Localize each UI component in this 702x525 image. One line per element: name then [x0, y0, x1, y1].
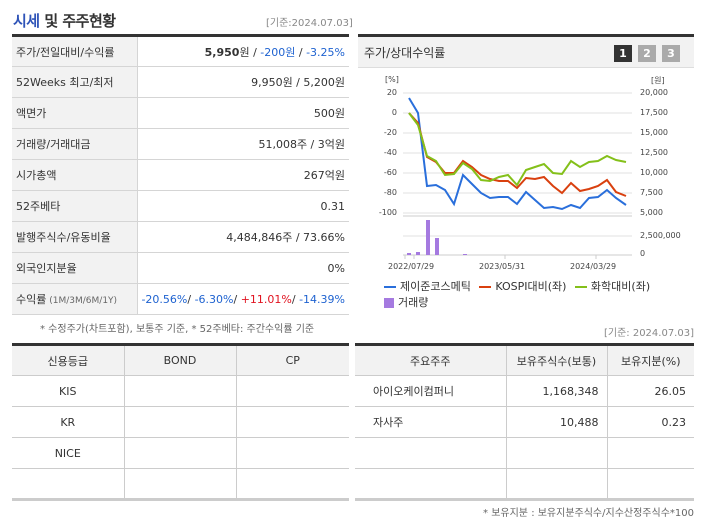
returns-value: -20.56%/ -6.30%/ +11.01%/ -14.39% [137, 283, 349, 315]
credit-rating-table: 신용등급 BOND CP KIS KR NICE [12, 343, 349, 501]
table-row: 주가/전일대비/수익률 5,950원 / -200원 / -3.25% [12, 35, 349, 67]
right-tick: 17,500 [640, 108, 668, 117]
row-label: 액면가 [12, 97, 138, 129]
holders-note: * 보유지분 : 보유지분주식수/지수산정주식수*100 [483, 508, 694, 519]
row-value: 0% [137, 252, 349, 284]
table-row: NICE [12, 437, 349, 469]
row-label: 수익률 (1M/3M/6M/1Y) [12, 283, 138, 315]
table-row [355, 437, 694, 469]
major-holders-table: 주요주주 보유주식수(보통) 보유지분(%) 아이오케이컴퍼니 1,168,348 26… [355, 343, 694, 501]
table-row: 시가총액 267억원 [12, 159, 349, 191]
row-label: 거래량/거래대금 [12, 128, 138, 160]
left-tick: -40 [383, 148, 397, 157]
table-row: 자사주 10,488 0.23 [355, 406, 694, 438]
chart-legend: 제이준코스메틱 KOSPI대비(좌) 화학대비(좌) 거래량 [384, 277, 684, 313]
holders-basis-date: [기준: 2024.07.03] [603, 328, 694, 339]
x-tick: 2024/03/29 [570, 262, 617, 271]
x-tick: 2023/05/31 [479, 262, 526, 271]
table-row [12, 468, 349, 500]
row-value: 51,008주 / 3억원 [137, 128, 349, 160]
price-note: * 수정주가(차트포함), 보통주 기준, * 52주베타: 주간수익률 기준 [40, 324, 315, 335]
row-value: 5,950원 / -200원 / -3.25% [137, 35, 349, 67]
price-info-table: 주가/전일대비/수익률 5,950원 / -200원 / -3.25% 52We… [12, 34, 349, 315]
right-tick: 20,000 [640, 88, 668, 97]
table-row: 액면가 500원 [12, 97, 349, 129]
row-value: 267억원 [137, 159, 349, 191]
table-row: KR [12, 406, 349, 438]
legend-item-company[interactable]: 제이준코스메틱 [384, 279, 471, 295]
column-header: 보유주식수(보통) [506, 344, 608, 376]
left-tick: -100 [378, 208, 397, 217]
series-chemical [408, 112, 627, 187]
volume-bars [407, 220, 467, 255]
legend-item-kospi[interactable]: KOSPI대비(좌) [479, 279, 566, 295]
right-tick: 5,000 [640, 208, 663, 217]
table-row: 거래량/거래대금 51,008주 / 3억원 [12, 128, 349, 160]
basis-date: [기준:2024.07.03] [266, 18, 353, 29]
chart-panel: 주가/상대수익률 1 2 3 [358, 34, 694, 316]
left-axis-unit: [%] [385, 75, 399, 84]
column-header: 보유지분(%) [607, 344, 694, 376]
chart-tab-2[interactable]: 2 [638, 45, 656, 62]
column-header: 주요주주 [355, 344, 507, 376]
x-tick: 2022/07/29 [388, 262, 435, 271]
row-label: 외국인지분율 [12, 252, 138, 284]
row-value: 9,950원 / 5,200원 [137, 66, 349, 98]
left-tick: -60 [383, 168, 397, 177]
table-row: 52주베타 0.31 [12, 190, 349, 222]
column-header: BOND [124, 344, 237, 376]
left-tick: 0 [391, 108, 397, 117]
chart-tab-3[interactable]: 3 [662, 45, 680, 62]
chart-tabs: 1 2 3 [614, 45, 680, 62]
row-value: 500원 [137, 97, 349, 129]
volume-tick: 0 [640, 249, 646, 258]
legend-item-volume[interactable]: 거래량 [384, 295, 428, 311]
left-tick: -20 [383, 128, 397, 137]
row-label: 주가/전일대비/수익률 [12, 35, 138, 67]
row-label: 발행주식수/유동비율 [12, 221, 138, 253]
chart-tab-1[interactable]: 1 [614, 45, 632, 62]
table-row: 수익률 (1M/3M/6M/1Y) -20.56%/ -6.30%/ +11.0… [12, 283, 349, 315]
legend-item-chemical[interactable]: 화학대비(좌) [574, 279, 650, 295]
column-header: 신용등급 [12, 344, 125, 376]
column-header: CP [236, 344, 349, 376]
right-tick: 12,500 [640, 148, 668, 157]
table-row: 52Weeks 최고/최저 9,950원 / 5,200원 [12, 66, 349, 98]
left-tick: -80 [383, 188, 397, 197]
row-value: 4,484,846주 / 73.66% [137, 221, 349, 253]
table-row: 외국인지분율 0% [12, 252, 349, 284]
table-row: 발행주식수/유동비율 4,484,846주 / 73.66% [12, 221, 349, 253]
chart-title: 주가/상대수익률 [364, 45, 446, 60]
table-row: 아이오케이컴퍼니 1,168,348 26.05 [355, 375, 694, 407]
row-label: 52주베타 [12, 190, 138, 222]
volume-tick: 2,500,000 [640, 231, 681, 240]
right-tick: 15,000 [640, 128, 668, 137]
page-title: 시세 및 주주현황 [13, 12, 116, 30]
left-tick: 20 [386, 88, 397, 97]
row-label: 52Weeks 최고/최저 [12, 66, 138, 98]
table-row: KIS [12, 375, 349, 407]
series-kospi [408, 112, 627, 197]
row-label: 시가총액 [12, 159, 138, 191]
right-axis-unit: [원] [651, 76, 665, 85]
table-row [355, 468, 694, 500]
right-tick: 10,000 [640, 168, 668, 177]
series-company [408, 97, 627, 211]
row-value: 0.31 [137, 190, 349, 222]
right-tick: 7,500 [640, 188, 663, 197]
